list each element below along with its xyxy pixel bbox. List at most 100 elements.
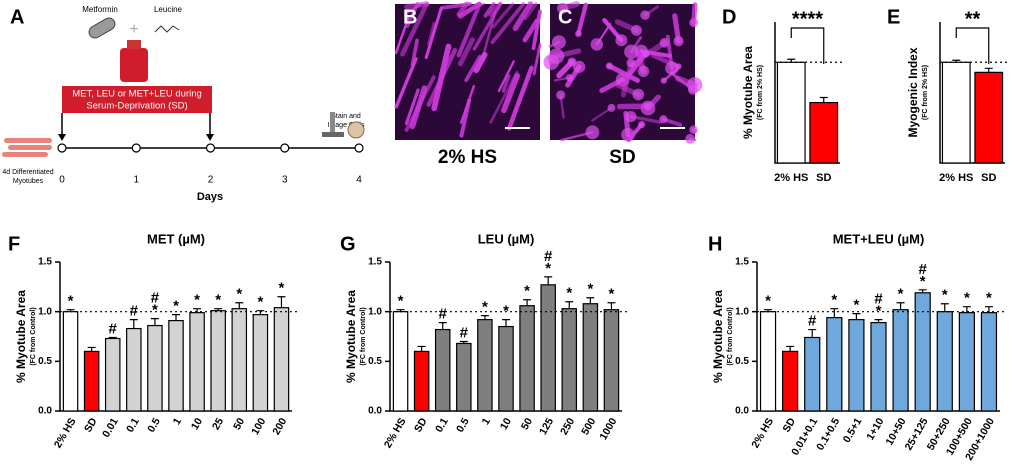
significance-marker: * — [545, 260, 551, 277]
cell-stain — [625, 111, 637, 123]
error-bar — [129, 319, 138, 329]
bar — [252, 314, 269, 412]
y-axis-subtitle: (FC from 2% HS) — [922, 65, 929, 120]
bar — [941, 61, 971, 164]
significance-marker: # — [151, 290, 160, 307]
error-bar — [523, 299, 532, 306]
myotube-stain — [620, 60, 634, 98]
significance-marker: * — [215, 292, 221, 309]
significance-marker: # — [544, 248, 553, 265]
bar — [540, 284, 556, 412]
myotube-stain — [400, 1, 429, 57]
significance-marker: * — [831, 292, 837, 309]
significance-marker: * — [279, 280, 285, 297]
myotube-stain — [427, 21, 436, 46]
x-tick-label: SD — [82, 416, 100, 435]
cell-stain — [557, 2, 569, 14]
error-bar — [830, 308, 839, 318]
cell-stain — [631, 24, 642, 36]
x-tick-label: 0.5+1 — [841, 416, 865, 445]
bar — [104, 337, 121, 412]
cell-stain — [673, 36, 684, 47]
x-tick-label: 200 — [270, 416, 289, 437]
y-tick-label: 0.0 — [368, 406, 382, 417]
bar — [980, 312, 998, 412]
bar — [826, 317, 843, 412]
y-tick-label: 1.5 — [368, 257, 382, 268]
error-bar — [819, 96, 828, 103]
panel-label: C — [558, 6, 572, 28]
error-bar — [607, 302, 616, 310]
x-tick-label: 250 — [558, 416, 577, 437]
error-bar — [586, 297, 595, 304]
timeline-node — [57, 143, 67, 153]
cell-stain — [615, 34, 628, 47]
significance-marker: * — [194, 292, 200, 309]
cell-stain — [685, 133, 696, 144]
timeline-node — [280, 143, 290, 153]
cell-stain — [640, 10, 650, 20]
significance-marker: * — [236, 286, 242, 303]
x-tick-label: SD — [981, 172, 996, 184]
x-tick-label: 1 — [171, 416, 184, 427]
error-bar — [172, 314, 180, 321]
day-label: 0 — [59, 175, 65, 186]
error-bar — [852, 313, 861, 320]
myotube-stain — [394, 57, 418, 109]
panel-label: H — [708, 233, 722, 255]
bar — [561, 308, 578, 412]
y-tick-label: 1.5 — [38, 257, 52, 268]
panel-label: F — [8, 233, 20, 255]
cell-stain — [548, 48, 565, 64]
bar — [62, 311, 79, 412]
bar — [168, 320, 184, 412]
plus-icon: + — [129, 21, 138, 38]
cell-stain — [575, 30, 582, 38]
error-bar — [502, 319, 510, 327]
significance-marker: * — [257, 294, 263, 311]
pill-icon — [88, 17, 116, 39]
myotube-stain — [501, 72, 521, 114]
cell-stain — [637, 120, 646, 129]
x-tick-label: SD — [780, 416, 798, 435]
panel-label: G — [340, 233, 356, 255]
bar — [974, 71, 1004, 164]
significance-marker: * — [587, 281, 593, 298]
myotube-stain — [394, 16, 410, 55]
significance-marker: # — [874, 291, 883, 308]
significance-marker: * — [609, 286, 615, 303]
myotube-stain — [410, 38, 419, 67]
panel-label: E — [887, 6, 900, 28]
bar — [914, 292, 931, 412]
x-tick-label: 1 — [480, 416, 493, 427]
y-tick-label: 1.0 — [368, 306, 382, 317]
bar — [477, 319, 493, 412]
significance-bracket — [790, 27, 825, 64]
x-tick-label: 0.5 — [145, 416, 163, 435]
myotube-stain — [606, 63, 640, 83]
day-label: 3 — [282, 175, 288, 186]
bar — [759, 311, 777, 412]
error-bar — [193, 308, 202, 313]
y-tick-label: 1.0 — [735, 306, 749, 317]
cell-stain — [665, 61, 679, 75]
cell-stain — [641, 51, 648, 58]
y-axis-title: % Myotube Area — [14, 290, 28, 383]
bar — [147, 324, 163, 412]
x-tick-label: 0.1 — [433, 416, 451, 435]
myotube-stain — [616, 103, 651, 110]
y-axis-subtitle: (FC from 2% HS) — [757, 65, 764, 120]
bottle-cap — [127, 40, 141, 49]
cell-stain — [624, 44, 639, 60]
bar — [273, 307, 290, 412]
bar — [434, 328, 451, 412]
error-bar — [87, 346, 96, 352]
significance-marker: # — [460, 324, 469, 341]
bar — [210, 310, 226, 412]
x-tick-label: 1+10 — [864, 416, 886, 443]
myotube-stain — [481, 11, 497, 60]
cell-stain — [585, 125, 600, 140]
x-tick-label: 2% HS — [774, 172, 808, 184]
cell-stain — [660, 77, 667, 84]
